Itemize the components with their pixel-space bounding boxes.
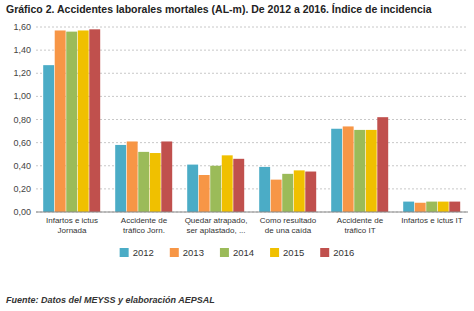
y-tick-label: 0,40: [13, 161, 31, 171]
grid-line: [36, 119, 468, 120]
y-tick-label: 1,40: [13, 45, 31, 55]
legend-swatch: [320, 248, 329, 257]
grid-line: [36, 165, 468, 166]
grid-line: [36, 27, 468, 28]
x-tick-label: Accidente detráfico Jorn.: [121, 216, 168, 235]
bar: [259, 167, 270, 212]
bar: [271, 180, 282, 212]
legend-swatch: [270, 248, 279, 257]
x-tick-label: Infartos e ictus IT: [401, 216, 462, 225]
legend-swatch: [220, 248, 229, 257]
bar: [187, 165, 198, 212]
x-tick-label-line: Como resultado: [260, 216, 317, 225]
legend-label: 2014: [233, 247, 254, 258]
x-tick-label-line: Infartos e ictus IT: [401, 216, 462, 225]
grid-line: [36, 188, 468, 189]
legend-label: 2013: [183, 247, 204, 258]
legend-label: 2016: [333, 247, 354, 258]
x-tick-label-line: Quedar atrapado,: [185, 216, 248, 225]
x-axis-line: [36, 212, 468, 213]
grid-line: [36, 73, 468, 74]
y-tick-label: 1,60: [13, 22, 31, 32]
legend-item: 2015: [270, 247, 304, 258]
bar: [354, 130, 365, 212]
x-tick-label-line: Jornada: [58, 226, 87, 235]
legend-label: 2012: [133, 247, 154, 258]
y-tick-label: 0,80: [13, 115, 31, 125]
bars: [43, 29, 460, 212]
x-tick-label-line: de una caída: [265, 226, 312, 235]
grid-line: [36, 212, 468, 213]
x-tick-label-line: tráfico Jorn.: [123, 226, 165, 235]
bar: [305, 172, 316, 212]
x-tick-label-line: Accidente de: [337, 216, 384, 225]
bar: [403, 202, 414, 212]
x-tick-label: Como resultadode una caída: [260, 216, 317, 235]
grid: [36, 27, 468, 212]
footnote: Fuente: Datos del MEYSS y elaboración AE…: [6, 295, 215, 305]
bar: [66, 32, 77, 212]
x-tick-label-line: Infartos e ictus: [46, 216, 98, 225]
bar: [331, 129, 342, 212]
bar: [210, 166, 221, 212]
x-tick-label-line: Accidente de: [121, 216, 168, 225]
title-line: Gráfico 2. Accidentes laborales mortales…: [6, 3, 432, 15]
bar: [426, 202, 437, 212]
bar: [222, 155, 233, 212]
bar: [89, 29, 100, 212]
legend-label: 2015: [283, 247, 304, 258]
legend-item: 2016: [320, 247, 354, 258]
legend-item: 2012: [120, 247, 154, 258]
bar: [282, 174, 293, 212]
legend: 2012 2013 2014 2015 2016: [120, 247, 355, 258]
bar: [343, 126, 354, 212]
legend-swatch: [120, 248, 129, 257]
legend-item: 2013: [170, 247, 204, 258]
bar: [161, 141, 172, 212]
legend-item: 2014: [220, 247, 254, 258]
x-tick-label: Quedar atrapado,ser aplastado, ...: [185, 216, 248, 235]
bar: [438, 202, 449, 212]
grid-line: [36, 96, 468, 97]
grid-line: [36, 50, 468, 51]
bar: [233, 159, 244, 212]
bar: [138, 152, 149, 212]
x-tick-label: Infartos e ictusJornada: [46, 216, 98, 235]
title: Gráfico 2. Accidentes laborales mortales…: [6, 3, 432, 15]
bar: [415, 203, 426, 212]
bar: [294, 170, 305, 212]
x-tick-label-line: ser aplastado, ...: [186, 226, 245, 235]
y-tick-label: 0,20: [13, 184, 31, 194]
bar: [78, 30, 89, 212]
y-tick-label: 0,00: [13, 207, 31, 217]
bar: [449, 202, 460, 212]
y-tick-label: 1,00: [13, 91, 31, 101]
y-tick-label: 1,20: [13, 68, 31, 78]
y-tick-label: 0,60: [13, 138, 31, 148]
bar: [150, 153, 161, 212]
legend-swatch: [170, 248, 179, 257]
bar: [127, 141, 138, 212]
grid-line: [36, 142, 468, 143]
x-tick-label: Accidente detráfico IT: [337, 216, 384, 235]
bar: [115, 145, 126, 212]
bar: [55, 30, 66, 212]
bar: [43, 65, 54, 212]
chart: Gráfico 2. Accidentes laborales mortales…: [0, 0, 474, 311]
bar: [199, 175, 210, 212]
x-tick-label-line: tráfico IT: [344, 226, 375, 235]
bar: [377, 117, 388, 212]
bar: [366, 130, 377, 212]
